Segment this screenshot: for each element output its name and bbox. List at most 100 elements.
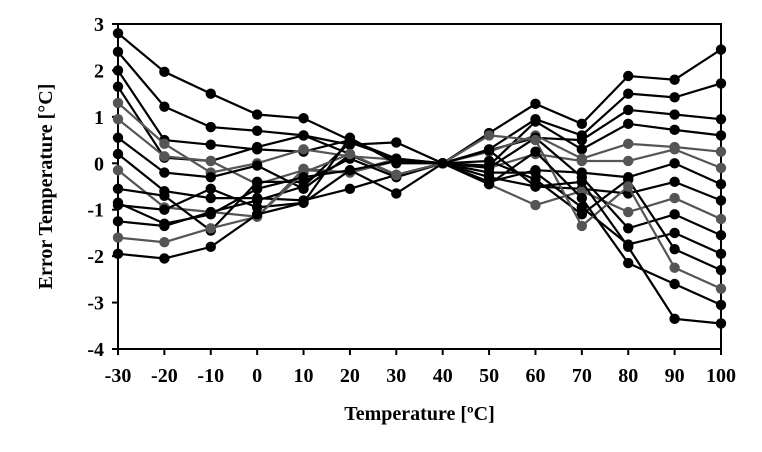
data-point [530,98,541,110]
series-15 [112,155,727,329]
data-point [576,176,588,188]
data-point [205,241,216,253]
data-point [159,237,170,248]
data-point [159,66,170,78]
data-point [159,218,170,229]
data-point [391,188,402,199]
data-point [298,130,309,141]
data-point [623,155,634,167]
data-point [205,121,216,133]
data-point [112,148,124,160]
data-point [715,248,727,260]
data-point [623,88,634,99]
data-point [576,209,588,220]
x-tick-label: 0 [252,365,262,387]
data-point [251,183,263,195]
data-point [483,172,495,183]
data-point [298,181,309,192]
data-point [112,248,124,260]
y-tick-label: -4 [87,339,104,361]
series-line [117,162,722,255]
data-point [576,192,588,204]
y-tick-label: 0 [94,153,104,175]
data-point [205,155,216,167]
data-point [205,88,216,99]
data-point [576,118,588,130]
data-point [669,227,680,239]
y-axis-tick-labels: -4 -3 -2 -1 0 1 2 3 [87,14,104,361]
data-point [159,151,170,162]
series-4 [112,81,727,181]
data-point [623,118,634,130]
x-tick-label: -30 [105,365,132,387]
data-point [669,158,680,169]
data-point [576,144,588,155]
data-point [159,253,170,264]
data-point [530,134,541,146]
data-point [623,206,634,218]
data-point [715,283,727,294]
data-point [623,257,634,269]
data-point [112,113,124,125]
x-tick-label: 70 [572,365,592,387]
data-point [669,124,680,136]
x-tick-label: 40 [433,365,453,387]
data-point [576,155,588,167]
x-tick-label: 60 [525,365,545,387]
data-point [251,125,263,136]
data-point [298,172,309,183]
data-point [715,44,727,55]
series-line [117,136,722,237]
data-point [530,146,541,157]
x-tick-label: 20 [340,365,360,387]
data-point [715,230,727,241]
x-tick-label: 90 [665,365,685,387]
data-point [205,192,216,204]
data-point [715,299,727,311]
data-point [715,78,727,89]
y-tick-label: 3 [94,14,104,36]
data-point [205,172,216,183]
data-point [623,223,634,234]
data-point [669,262,680,273]
data-point [669,243,680,255]
series-line [117,134,722,290]
data-point [623,241,634,253]
data-point [669,209,680,220]
x-tick-label: 80 [618,365,638,387]
series-10 [112,132,727,241]
data-point [159,138,170,149]
data-point [391,137,402,148]
data-point [205,209,216,220]
data-point [159,204,170,215]
data-point [715,113,727,125]
x-tick-label: -20 [151,365,178,387]
series-line [117,136,722,306]
data-point [530,181,541,192]
data-point [251,195,263,206]
data-point [112,232,124,243]
data-point [483,145,495,156]
data-point [715,178,727,190]
series-line [117,51,722,165]
data-point [298,144,309,155]
data-point [112,165,124,176]
data-point [112,183,124,195]
data-point [669,144,680,155]
data-point [669,278,680,290]
data-point [344,148,356,160]
data-point [251,209,263,220]
series-14 [112,132,727,311]
data-point [623,181,634,192]
data-point [344,132,356,143]
series-2 [112,46,727,169]
data-point [576,134,588,146]
y-tick-label: -2 [87,246,104,268]
data-point [159,167,170,178]
data-point [112,65,124,76]
data-point [251,141,263,153]
data-point [437,158,448,169]
data-point [669,313,680,325]
x-axis-tick-labels: -30 -20 -10 0 10 20 30 40 50 60 70 80 90 100 [105,365,736,387]
data-point [251,109,263,120]
